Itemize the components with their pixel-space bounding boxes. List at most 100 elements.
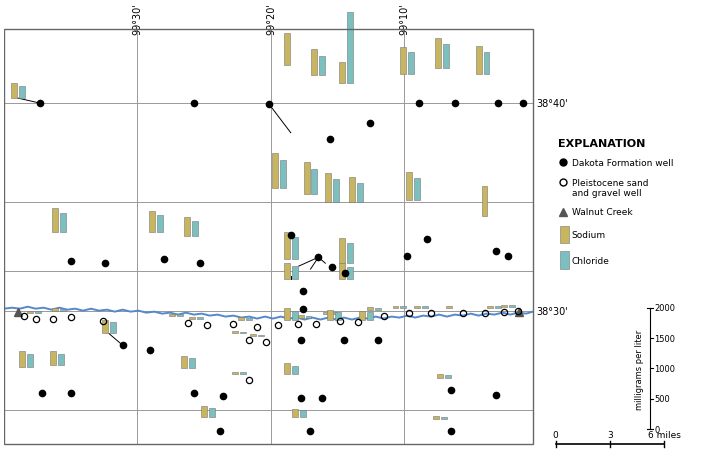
Bar bbox=[239, 318, 244, 320]
Text: 1500: 1500 bbox=[655, 334, 675, 343]
Bar bbox=[19, 351, 25, 367]
Bar bbox=[509, 306, 515, 307]
Bar bbox=[422, 306, 428, 308]
Bar bbox=[406, 172, 412, 201]
Bar bbox=[299, 410, 306, 418]
Bar bbox=[192, 221, 198, 236]
Bar bbox=[258, 335, 264, 337]
Bar bbox=[284, 364, 290, 374]
Bar bbox=[177, 314, 183, 316]
Bar bbox=[284, 308, 290, 320]
Bar bbox=[58, 354, 64, 365]
Bar bbox=[157, 216, 163, 232]
Bar bbox=[11, 84, 17, 99]
Bar bbox=[367, 308, 373, 310]
Text: 38°30': 38°30' bbox=[536, 306, 568, 316]
Bar bbox=[250, 335, 256, 337]
Text: 0: 0 bbox=[553, 430, 559, 439]
Bar bbox=[272, 154, 278, 189]
Bar bbox=[149, 211, 155, 232]
Bar bbox=[324, 312, 329, 314]
Text: Walnut Creek: Walnut Creek bbox=[571, 208, 632, 217]
Bar bbox=[392, 306, 399, 308]
Bar bbox=[284, 263, 290, 279]
Bar bbox=[339, 238, 345, 263]
Bar bbox=[559, 252, 569, 269]
Bar bbox=[201, 406, 207, 418]
Bar bbox=[501, 305, 507, 307]
Bar bbox=[441, 417, 447, 420]
Bar bbox=[437, 374, 443, 378]
Bar bbox=[484, 52, 489, 75]
Bar bbox=[357, 183, 363, 202]
Bar bbox=[35, 311, 40, 313]
Bar bbox=[559, 226, 569, 244]
Text: and gravel well: and gravel well bbox=[571, 189, 641, 198]
Bar bbox=[292, 266, 297, 279]
Bar bbox=[401, 306, 406, 308]
Bar bbox=[292, 366, 297, 374]
Text: EXPLANATION: EXPLANATION bbox=[558, 138, 645, 148]
Bar bbox=[110, 323, 115, 334]
Bar bbox=[349, 178, 355, 202]
Text: milligrams per liter: milligrams per liter bbox=[635, 329, 644, 409]
Bar bbox=[335, 312, 341, 320]
Bar bbox=[401, 48, 406, 75]
Bar bbox=[52, 208, 58, 232]
Bar bbox=[284, 233, 290, 260]
Bar bbox=[312, 50, 317, 76]
Bar bbox=[339, 63, 345, 84]
Bar bbox=[19, 86, 25, 99]
Bar bbox=[331, 312, 337, 314]
Bar bbox=[292, 409, 297, 418]
Text: 38°40': 38°40' bbox=[536, 99, 568, 109]
Bar bbox=[209, 408, 215, 418]
Bar bbox=[367, 313, 373, 320]
Text: 0: 0 bbox=[655, 425, 660, 434]
Bar bbox=[496, 306, 501, 308]
Bar bbox=[375, 308, 381, 310]
Bar bbox=[292, 311, 297, 320]
Bar bbox=[435, 39, 441, 69]
Bar bbox=[445, 375, 451, 378]
Bar bbox=[50, 351, 57, 365]
Bar bbox=[240, 332, 246, 334]
Text: Pleistocene sand: Pleistocene sand bbox=[571, 178, 648, 187]
Bar bbox=[297, 316, 304, 318]
Bar bbox=[284, 34, 290, 66]
Bar bbox=[333, 180, 339, 202]
Bar bbox=[184, 217, 190, 236]
Bar bbox=[232, 332, 239, 334]
Bar bbox=[232, 372, 239, 374]
Bar bbox=[443, 45, 449, 69]
Bar bbox=[339, 263, 345, 279]
Bar bbox=[347, 267, 353, 279]
Bar bbox=[27, 311, 33, 313]
Bar bbox=[4, 30, 533, 444]
Bar bbox=[246, 318, 252, 320]
Bar bbox=[280, 161, 286, 189]
Bar bbox=[60, 213, 67, 232]
Bar bbox=[52, 309, 58, 311]
Bar bbox=[312, 169, 317, 195]
Bar bbox=[414, 306, 421, 308]
Bar bbox=[60, 309, 67, 311]
Bar bbox=[306, 316, 312, 318]
Bar bbox=[481, 187, 488, 216]
Bar bbox=[304, 163, 309, 195]
Bar bbox=[169, 314, 175, 316]
Bar bbox=[189, 317, 195, 319]
Bar bbox=[189, 359, 195, 368]
Text: 3: 3 bbox=[607, 430, 613, 439]
Bar bbox=[181, 356, 187, 368]
Bar bbox=[347, 13, 353, 84]
Text: Sodium: Sodium bbox=[571, 231, 605, 239]
Bar bbox=[488, 306, 493, 308]
Bar bbox=[326, 174, 331, 202]
Bar bbox=[433, 416, 439, 420]
Bar bbox=[27, 354, 33, 367]
Bar bbox=[414, 178, 421, 201]
Bar bbox=[409, 53, 414, 75]
Text: 99°20': 99°20' bbox=[266, 3, 276, 35]
Bar bbox=[102, 320, 108, 334]
